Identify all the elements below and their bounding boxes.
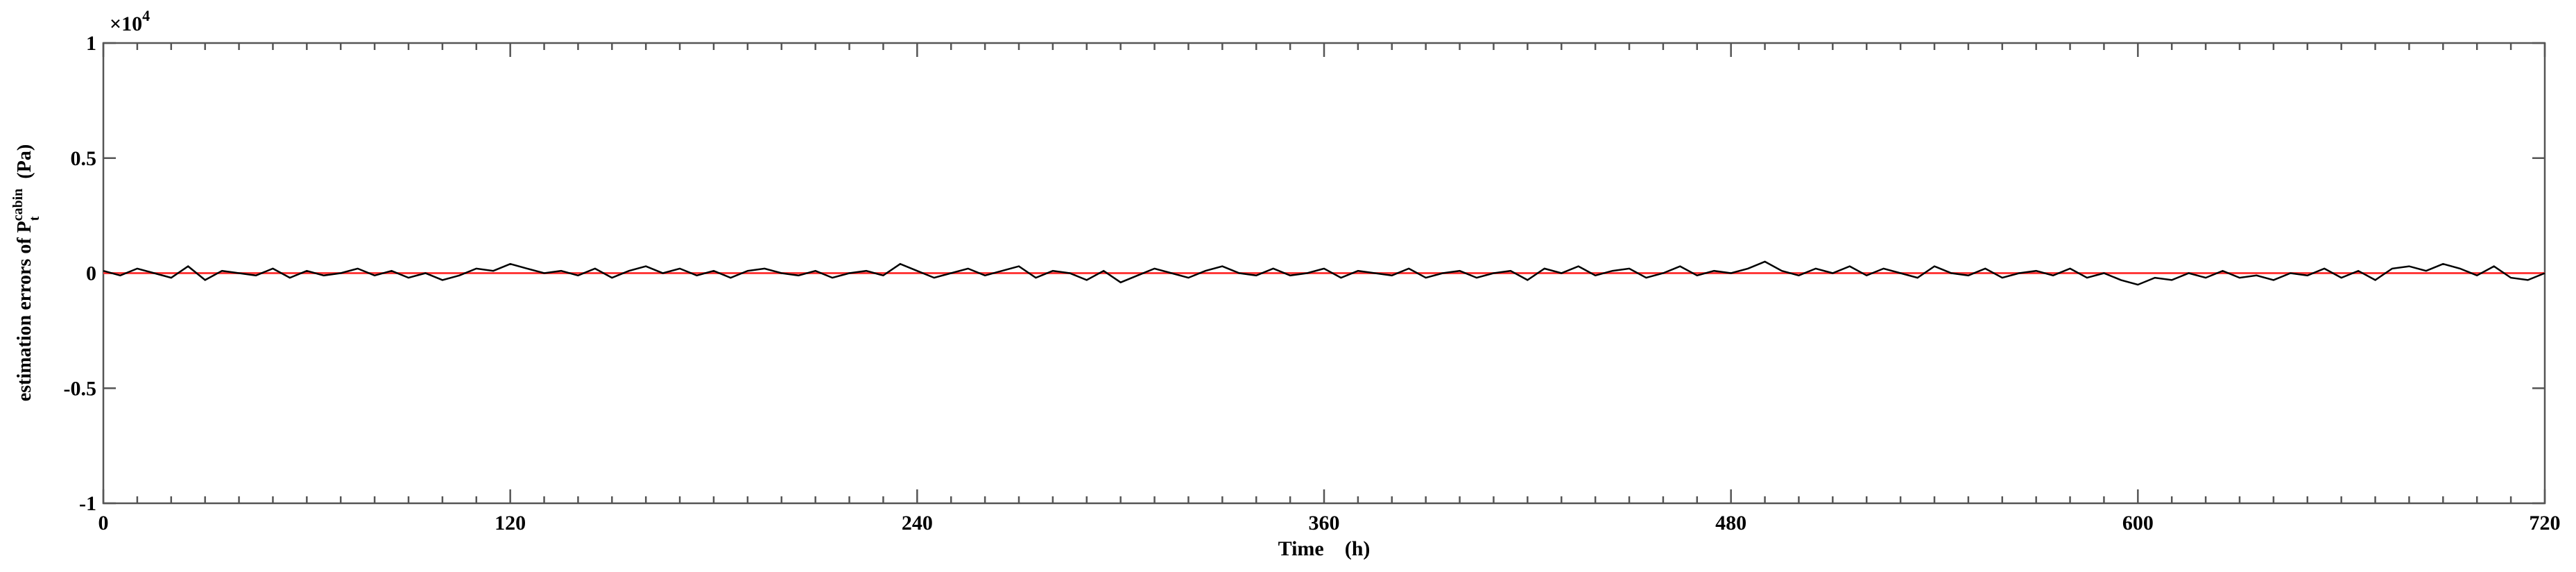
x-tick-label: 0 (98, 512, 109, 535)
y-tick-label: -0.5 (64, 377, 97, 400)
y-label-unit: (Pa) (14, 144, 35, 189)
y-axis-label: estimation errors of Pcabin t (Pa) (10, 144, 42, 401)
x-tick-label: 600 (2122, 512, 2154, 535)
y-label-superscript: cabin (10, 189, 26, 221)
x-tick-label: 360 (1309, 512, 1340, 535)
x-tick-label: 240 (902, 512, 933, 535)
y-scale-base: ×10 (110, 12, 142, 35)
x-tick-label: 120 (495, 512, 526, 535)
y-label-symbol: P (14, 221, 35, 233)
y-scale-exponent: 4 (142, 7, 150, 24)
x-tick-label: 480 (1715, 512, 1746, 535)
y-tick-label: 0.5 (71, 147, 97, 170)
data-line (103, 260, 2545, 286)
y-tick-label: 1 (86, 32, 96, 55)
y-label-text: estimation errors of (14, 233, 35, 401)
x-tick-label: 720 (2530, 512, 2561, 535)
y-scale-label: ×104 (110, 7, 150, 35)
y-tick-label: 0 (86, 262, 96, 285)
x-axis-label: Time (h) (1278, 537, 1371, 560)
y-tick-label: -1 (79, 492, 96, 515)
y-label-subscript: t (27, 216, 42, 221)
